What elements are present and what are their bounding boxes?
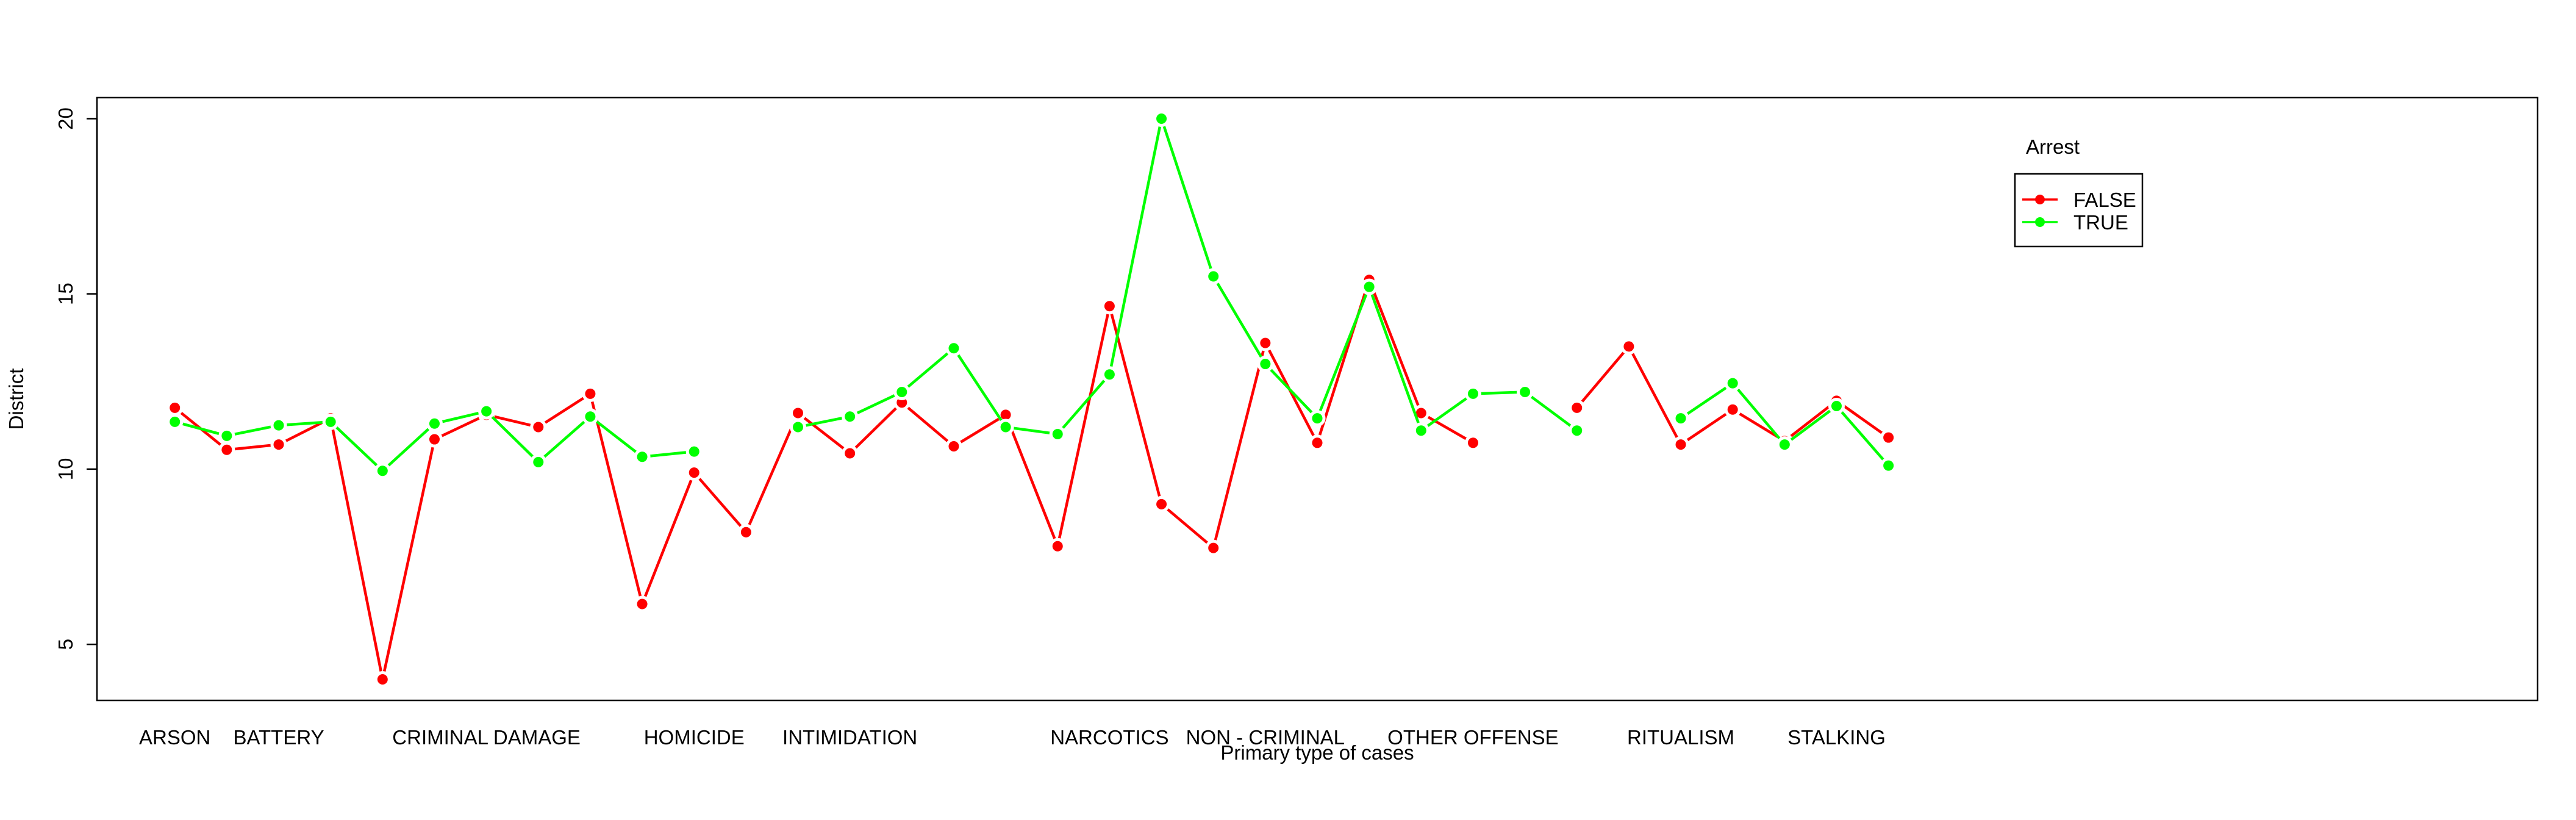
- data-point: [1569, 422, 1586, 439]
- data-point: [997, 419, 1014, 436]
- data-point: [1412, 422, 1429, 439]
- data-point: [1049, 538, 1066, 555]
- data-point: [685, 443, 703, 460]
- data-point: [1724, 401, 1741, 418]
- series-layer: [166, 110, 1897, 688]
- data-point: [1205, 268, 1222, 285]
- data-point: [374, 671, 391, 688]
- x-tick-label: NARCOTICS: [1050, 726, 1168, 749]
- data-point: [1049, 425, 1066, 442]
- y-tick-label: 20: [54, 107, 77, 130]
- data-point: [634, 595, 651, 613]
- legend-box: [2014, 173, 2144, 248]
- data-point: [634, 448, 651, 466]
- data-point: [1724, 375, 1741, 392]
- data-point: [530, 453, 547, 470]
- data-point: [1257, 334, 1274, 351]
- data-point: [1672, 436, 1689, 453]
- data-point: [1309, 434, 1326, 451]
- data-point: [270, 417, 287, 434]
- data-point: [945, 438, 962, 455]
- legend-title: Arrest: [2026, 135, 2080, 158]
- data-point: [1569, 399, 1586, 416]
- data-point: [1153, 110, 1170, 127]
- x-tick-label: INTIMIDATION: [782, 726, 917, 749]
- y-tick-label: 10: [54, 458, 77, 481]
- data-point: [166, 399, 184, 416]
- data-point: [1464, 434, 1481, 451]
- data-point: [737, 523, 754, 541]
- x-tick-label: ARSON: [139, 726, 210, 749]
- data-point: [218, 441, 235, 458]
- data-point: [790, 405, 807, 422]
- data-point: [582, 408, 599, 425]
- legend-swatch-dot: [2035, 195, 2045, 204]
- x-tick-label: RITUALISM: [1627, 726, 1734, 749]
- x-axis-title: Primary type of cases: [1220, 741, 1414, 764]
- x-tick-label: OTHER OFFENSE: [1387, 726, 1559, 749]
- legend-swatch-dot: [2035, 217, 2045, 227]
- y-tick-label: 5: [54, 639, 77, 650]
- data-point: [1464, 385, 1481, 402]
- data-point: [426, 415, 443, 432]
- data-point: [426, 431, 443, 448]
- data-point: [166, 413, 184, 430]
- data-point: [685, 464, 703, 481]
- y-tick-label: 15: [54, 282, 77, 305]
- data-point: [530, 419, 547, 436]
- data-point: [478, 403, 495, 420]
- data-point: [1828, 397, 1845, 414]
- data-point: [1672, 410, 1689, 427]
- data-point: [842, 408, 859, 425]
- data-point: [1101, 298, 1118, 315]
- data-point: [945, 340, 962, 357]
- data-point: [218, 427, 235, 444]
- plot-frame: [96, 96, 2539, 702]
- x-tick-label: BATTERY: [233, 726, 324, 749]
- x-axis: ARSON BATTERY CRIMINAL DAMAGE HOMICIDE INTIM…: [139, 726, 1886, 749]
- data-point: [1361, 278, 1378, 295]
- data-point: [374, 462, 391, 480]
- data-point: [1620, 338, 1637, 355]
- data-point: [270, 436, 287, 453]
- x-tick-label: NON - CRIMINAL: [1186, 726, 1345, 749]
- data-point: [790, 419, 807, 436]
- legend-entry-label: FALSE: [2073, 189, 2136, 211]
- data-point: [1205, 539, 1222, 556]
- series-line: [174, 278, 1474, 681]
- data-point: [582, 385, 599, 402]
- data-point: [1101, 366, 1118, 383]
- data-point: [1517, 384, 1534, 401]
- data-point: [1776, 436, 1793, 453]
- legend-entry-label: TRUE: [2073, 211, 2128, 234]
- data-point: [1309, 410, 1326, 427]
- data-point: [893, 384, 911, 401]
- series-false: [166, 272, 1897, 688]
- x-tick-label: HOMICIDE: [644, 726, 745, 749]
- data-point: [1880, 457, 1897, 474]
- x-tick-label: STALKING: [1787, 726, 1886, 749]
- data-point: [842, 445, 859, 462]
- data-point: [322, 413, 339, 430]
- series-line: [798, 117, 1578, 436]
- y-axis: 5 10 15 20: [54, 107, 98, 650]
- data-point: [1257, 356, 1274, 373]
- data-point: [1153, 495, 1170, 512]
- series-true: [166, 110, 1897, 480]
- data-point: [1880, 429, 1897, 446]
- y-axis-title: District: [5, 369, 27, 430]
- x-tick-label: CRIMINAL DAMAGE: [392, 726, 581, 749]
